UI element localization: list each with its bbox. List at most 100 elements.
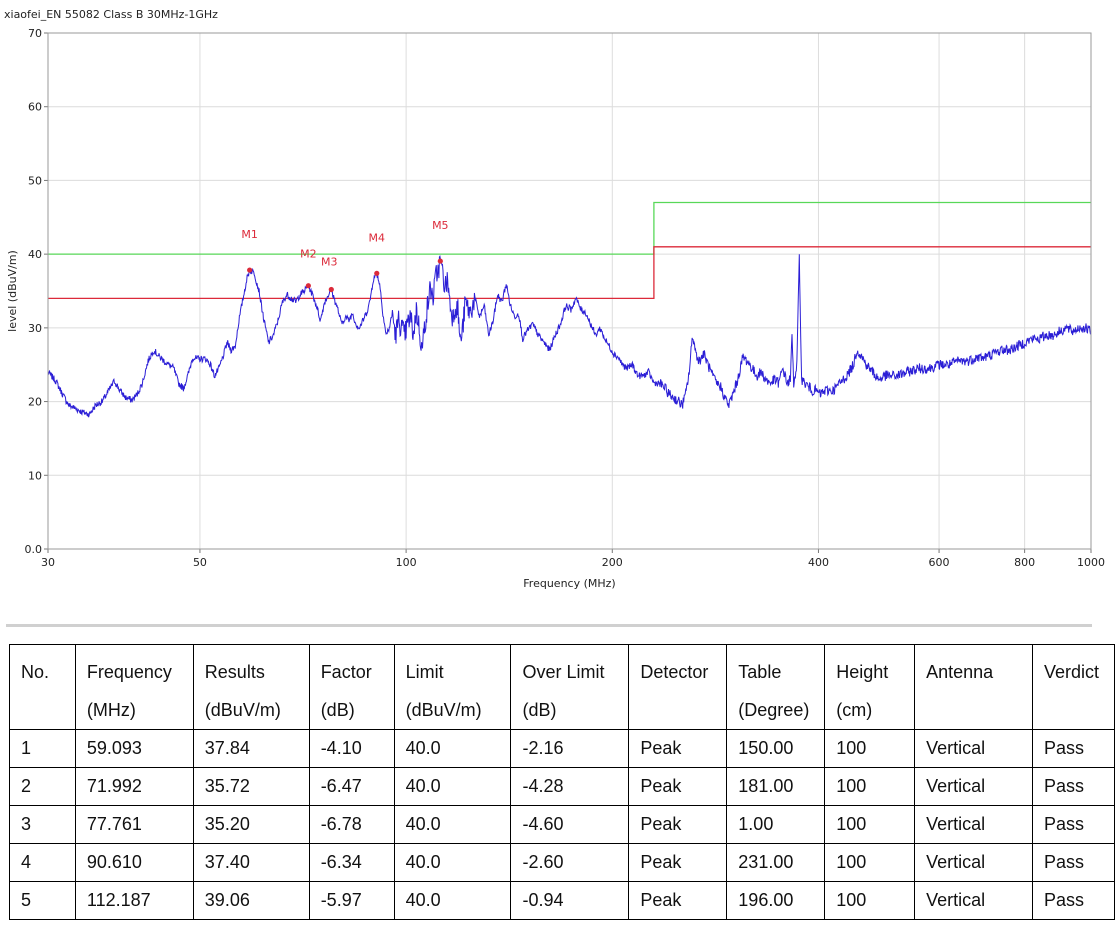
table-cell: Pass bbox=[1031, 843, 1116, 882]
column-header-line: (dBuV/m) bbox=[405, 700, 482, 720]
table-cell: Vertical bbox=[914, 729, 1033, 768]
table-cell: 71.992 bbox=[74, 767, 194, 806]
x-tick-label: 30 bbox=[41, 556, 55, 569]
column-header-line: No. bbox=[21, 662, 50, 682]
table-cell: Pass bbox=[1031, 729, 1116, 768]
table-cell: -4.28 bbox=[510, 767, 630, 806]
table-cell: 3 bbox=[9, 805, 76, 844]
column-header-line: Limit bbox=[405, 662, 444, 682]
table-cell: 4 bbox=[9, 843, 76, 882]
column-header-line: Over Limit bbox=[522, 662, 605, 682]
table-cell: 2 bbox=[9, 767, 76, 806]
marker-point bbox=[247, 267, 253, 273]
y-tick-label: 20 bbox=[28, 396, 42, 409]
table-cell: 196.00 bbox=[726, 881, 826, 920]
x-tick-label: 600 bbox=[929, 556, 950, 569]
column-header-line: Table bbox=[738, 662, 782, 682]
limit-line-red bbox=[48, 246, 1091, 300]
y-tick-label: 0.0 bbox=[25, 543, 43, 556]
y-axis-label: level (dBuV/m) bbox=[6, 250, 19, 332]
table-row: 3 77.761 35.20 -6.78 40.0 -4.60 Peak 1.00 100 Ver… bbox=[9, 805, 1116, 844]
table-cell: 100 bbox=[824, 881, 916, 920]
column-header-line: (cm) bbox=[836, 700, 873, 720]
limit-line-green bbox=[48, 201, 1091, 255]
column-header: Over Limit (dB) bbox=[510, 644, 630, 730]
marker-point bbox=[374, 270, 380, 276]
grid bbox=[47, 32, 1092, 550]
table-cell: 231.00 bbox=[726, 843, 826, 882]
table-cell: Vertical bbox=[914, 881, 1033, 920]
table-cell: Vertical bbox=[914, 767, 1033, 806]
table-cell: -2.60 bbox=[510, 843, 630, 882]
table-cell: 35.72 bbox=[192, 767, 310, 806]
table-cell: -4.60 bbox=[510, 805, 630, 844]
y-tick-label: 30 bbox=[28, 322, 42, 335]
table-cell: Peak bbox=[628, 729, 728, 768]
chart-title: xiaofei_EN 55082 Class B 30MHz-1GHz bbox=[4, 8, 218, 21]
table-cell: 1 bbox=[9, 729, 76, 768]
column-header-line: Factor bbox=[320, 662, 372, 682]
marker-label: M4 bbox=[369, 231, 386, 244]
table-cell: -6.47 bbox=[308, 767, 395, 806]
table-cell: 100 bbox=[824, 767, 916, 806]
table-cell: Peak bbox=[628, 767, 728, 806]
x-tick-label: 400 bbox=[808, 556, 829, 569]
column-header: Limit (dBuV/m) bbox=[393, 644, 512, 730]
trace-layer bbox=[47, 254, 1092, 418]
table-cell: -6.78 bbox=[308, 805, 395, 844]
column-header-line: Frequency bbox=[86, 662, 172, 682]
column-header: Height (cm) bbox=[824, 644, 916, 730]
y-tick-label: 40 bbox=[28, 248, 42, 261]
table-cell: 39.06 bbox=[192, 881, 310, 920]
table-cell: 40.0 bbox=[393, 881, 512, 920]
column-header-line: (MHz) bbox=[86, 700, 136, 720]
marker-point bbox=[328, 286, 334, 293]
table-row: 4 90.610 37.40 -6.34 40.0 -2.60 Peak 231.00 100 V… bbox=[9, 843, 1116, 882]
separator bbox=[6, 624, 1092, 627]
table-cell: 40.0 bbox=[393, 805, 512, 844]
marker-label: M5 bbox=[432, 219, 449, 232]
table-cell: Pass bbox=[1031, 805, 1116, 844]
marker-point bbox=[437, 258, 443, 264]
table-header-row: No. Frequency (MHz) Results (dBuV/m) Factor (d… bbox=[9, 644, 1116, 730]
table-cell: 5 bbox=[9, 881, 76, 920]
emi-chart: M1 M2 M3 M4 M5 30 50 100 200 400 600 800 1000 0.0 10 2… bbox=[6, 27, 1106, 590]
table-cell: Vertical bbox=[914, 805, 1033, 844]
table-cell: 77.761 bbox=[74, 805, 194, 844]
axes: 30 50 100 200 400 600 800 1000 0.0 10 20 30 40 50 60 70 bbox=[25, 27, 1106, 569]
table-cell: 100 bbox=[824, 729, 916, 768]
column-header-line: (dB) bbox=[320, 700, 355, 720]
column-header-line: (dB) bbox=[522, 700, 557, 720]
table-cell: 112.187 bbox=[74, 881, 194, 920]
table-cell: 35.20 bbox=[192, 805, 310, 844]
table-cell: Vertical bbox=[914, 843, 1033, 882]
column-header: Antenna bbox=[914, 644, 1033, 730]
column-header: Detector bbox=[628, 644, 728, 730]
x-tick-label: 100 bbox=[396, 556, 417, 569]
table-cell: -2.16 bbox=[510, 729, 630, 768]
table-cell: 59.093 bbox=[74, 729, 194, 768]
x-tick-label: 50 bbox=[193, 556, 207, 569]
table-cell: -5.97 bbox=[308, 881, 395, 920]
x-axis-label: Frequency (MHz) bbox=[523, 577, 615, 590]
limit-lines bbox=[48, 201, 1091, 300]
markers: M1 M2 M3 M4 M5 bbox=[241, 219, 449, 293]
table-cell: 40.0 bbox=[393, 767, 512, 806]
column-header-line: (dBuV/m) bbox=[204, 700, 281, 720]
table-row: 1 59.093 37.84 -4.10 40.0 -2.16 Peak 150.00 100 V… bbox=[9, 729, 1116, 768]
marker-label: M3 bbox=[321, 256, 338, 269]
column-header: Verdict bbox=[1031, 644, 1116, 730]
table-cell: -4.10 bbox=[308, 729, 395, 768]
x-tick-label: 800 bbox=[1014, 556, 1035, 569]
table-cell: 37.40 bbox=[192, 843, 310, 882]
table-cell: -6.34 bbox=[308, 843, 395, 882]
table-cell: 40.0 bbox=[393, 729, 512, 768]
marker-label: M2 bbox=[300, 248, 317, 261]
table-cell: 150.00 bbox=[726, 729, 826, 768]
table-cell: 40.0 bbox=[393, 843, 512, 882]
table-cell: -0.94 bbox=[510, 881, 630, 920]
table-cell: 90.610 bbox=[74, 843, 194, 882]
table-cell: Pass bbox=[1031, 767, 1116, 806]
table-cell: Peak bbox=[628, 805, 728, 844]
spectrum-trace bbox=[47, 254, 1092, 418]
